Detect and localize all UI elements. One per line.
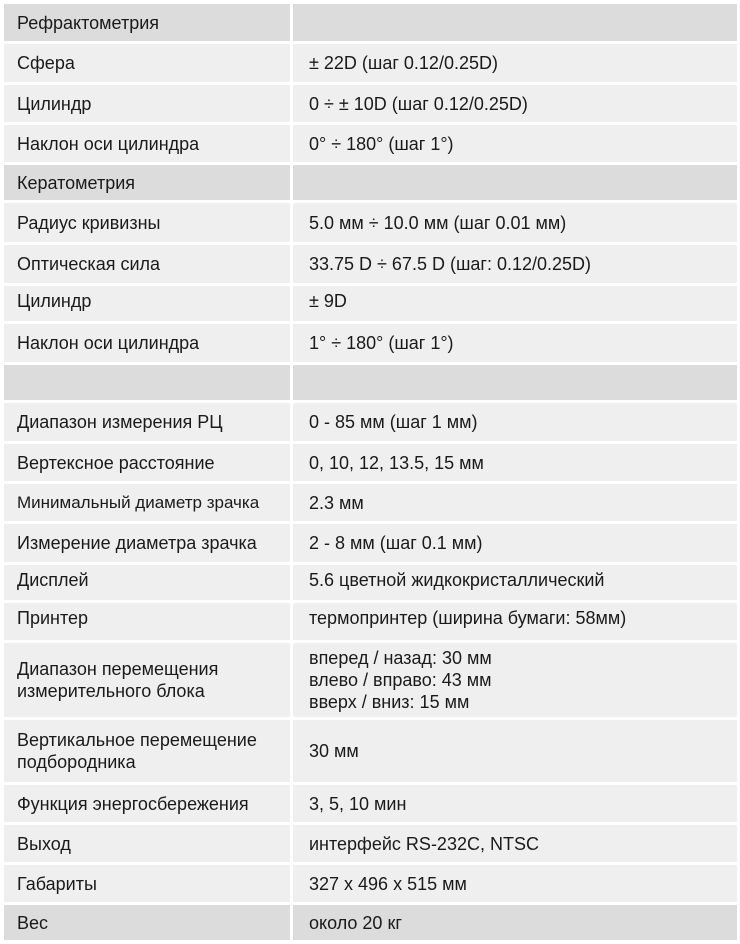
table-row: Цилиндр ± 9D xyxy=(4,286,737,321)
row-value xyxy=(293,365,737,400)
table-row: Цилиндр 0 ÷ ± 10D (шаг 0.12/0.25D) xyxy=(4,85,737,122)
row-value: 327 x 496 x 515 мм xyxy=(293,865,737,902)
row-value: около 20 кг xyxy=(293,905,737,940)
row-value: 2 - 8 мм (шаг 0.1 мм) xyxy=(293,524,737,562)
section-header-row: Рефрактометрия xyxy=(4,4,737,41)
row-label: Кератометрия xyxy=(4,165,290,200)
table-row: Диапазон измерения РЦ 0 - 85 мм (шаг 1 мм… xyxy=(4,403,737,441)
row-label: Габариты xyxy=(4,865,290,902)
row-label: Цилиндр xyxy=(4,85,290,122)
row-label: Наклон оси цилиндра xyxy=(4,324,290,362)
row-value: 3, 5, 10 мин xyxy=(293,785,737,822)
row-value: ± 22D (шаг 0.12/0.25D) xyxy=(293,44,737,82)
table-row: Оптическая сила 33.75 D ÷ 67.5 D (шаг: 0.… xyxy=(4,245,737,283)
row-label: Измерение диаметра зрачка xyxy=(4,524,290,562)
row-label: Диапазон измерения РЦ xyxy=(4,403,290,441)
section-header-row: Вес около 20 кг xyxy=(4,905,737,940)
row-label: Рефрактометрия xyxy=(4,4,290,41)
section-header-row: Кератометрия xyxy=(4,165,737,200)
row-label: Выход xyxy=(4,825,290,862)
row-value: термопринтер (ширина бумаги: 58мм) xyxy=(293,603,737,640)
spec-table: Рефрактометрия Сфера ± 22D (шаг 0.12/0.25D… xyxy=(4,4,737,943)
row-label: Цилиндр xyxy=(4,286,290,321)
table-row: Диапазон перемещения измерительного блок… xyxy=(4,643,737,717)
table-row: Функция энергосбережения 3, 5, 10 мин xyxy=(4,785,737,822)
row-value: интерфейс RS-232C, NTSC xyxy=(293,825,737,862)
table-row: Принтер термопринтер (ширина бумаги: 58мм… xyxy=(4,603,737,640)
row-value: 30 мм xyxy=(293,720,737,782)
row-label: Вес xyxy=(4,905,290,940)
table-row: Сфера ± 22D (шаг 0.12/0.25D) xyxy=(4,44,737,82)
row-label: Диапазон перемещения измерительного блок… xyxy=(4,643,290,717)
row-value: 33.75 D ÷ 67.5 D (шаг: 0.12/0.25D) xyxy=(293,245,737,283)
row-value: 5.6 цветной жидкокристаллический xyxy=(293,565,737,600)
table-row: Вертексное расстояние 0, 10, 12, 13.5, 15… xyxy=(4,444,737,481)
table-row: Минимальный диаметр зрачка 2.3 мм xyxy=(4,484,737,521)
row-value xyxy=(293,4,737,41)
row-value: 0 ÷ ± 10D (шаг 0.12/0.25D) xyxy=(293,85,737,122)
row-label: Наклон оси цилиндра xyxy=(4,125,290,162)
row-value: 2.3 мм xyxy=(293,484,737,521)
row-label: Радиус кривизны xyxy=(4,203,290,242)
row-value: вперед / назад: 30 мм влево / вправо: 43… xyxy=(293,643,737,717)
row-value: ± 9D xyxy=(293,286,737,321)
row-value xyxy=(293,165,737,200)
row-label: Дисплей xyxy=(4,565,290,600)
row-value: 0, 10, 12, 13.5, 15 мм xyxy=(293,444,737,481)
row-value: 5.0 мм ÷ 10.0 мм (шаг 0.01 мм) xyxy=(293,203,737,242)
section-header-row xyxy=(4,365,737,400)
table-row: Наклон оси цилиндра 0° ÷ 180° (шаг 1°) xyxy=(4,125,737,162)
row-label: Минимальный диаметр зрачка xyxy=(4,484,290,521)
table-row: Дисплей 5.6 цветной жидкокристаллический xyxy=(4,565,737,600)
row-label: Оптическая сила xyxy=(4,245,290,283)
row-label: Функция энергосбережения xyxy=(4,785,290,822)
table-row: Габариты 327 x 496 x 515 мм xyxy=(4,865,737,902)
row-label: Сфера xyxy=(4,44,290,82)
table-row: Выход интерфейс RS-232C, NTSC xyxy=(4,825,737,862)
row-label: Принтер xyxy=(4,603,290,640)
row-label xyxy=(4,365,290,400)
row-value: 1° ÷ 180° (шаг 1°) xyxy=(293,324,737,362)
row-label: Вертексное расстояние xyxy=(4,444,290,481)
table-row: Измерение диаметра зрачка 2 - 8 мм (шаг 0… xyxy=(4,524,737,562)
row-value: 0 - 85 мм (шаг 1 мм) xyxy=(293,403,737,441)
row-value: 0° ÷ 180° (шаг 1°) xyxy=(293,125,737,162)
table-row: Вертикальное перемещение подбородника 30 … xyxy=(4,720,737,782)
row-label: Вертикальное перемещение подбородника xyxy=(4,720,290,782)
table-row: Радиус кривизны 5.0 мм ÷ 10.0 мм (шаг 0.0… xyxy=(4,203,737,242)
table-row: Наклон оси цилиндра 1° ÷ 180° (шаг 1°) xyxy=(4,324,737,362)
